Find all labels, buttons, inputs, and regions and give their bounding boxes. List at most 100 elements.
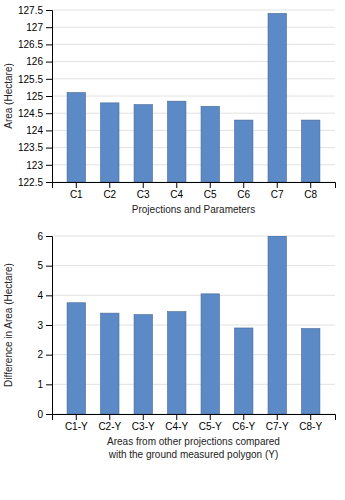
- y-tick-mark: [46, 148, 52, 149]
- x-tick-label: C2-Y: [98, 421, 121, 432]
- x-tick: C1-Y: [65, 414, 88, 432]
- y-tick-label: 123.5: [18, 142, 43, 153]
- y-tick-label: 123: [26, 160, 43, 171]
- y-tick: 4: [37, 290, 52, 301]
- x-axis-title-line: Projections and Parameters: [132, 204, 255, 215]
- y-tick: 125: [26, 91, 52, 102]
- grid-line: [52, 96, 335, 97]
- y-tick: 126: [26, 56, 52, 67]
- figure: 122.5123123.5124124.5125125.5126126.5127…: [0, 0, 345, 500]
- bar: [268, 13, 286, 182]
- y-tick: 123.5: [18, 142, 52, 153]
- bars: [67, 13, 320, 182]
- grid: [52, 236, 335, 414]
- grid-line: [52, 78, 335, 79]
- x-tick-label: C3: [137, 189, 150, 200]
- y-tick-label: 5: [37, 260, 43, 271]
- grid: [52, 10, 335, 182]
- grid-line: [52, 325, 335, 326]
- x-tick-label: C1-Y: [65, 421, 88, 432]
- x-tick: C5-Y: [199, 414, 222, 432]
- y-tick-mark: [46, 325, 52, 326]
- y-tick-label: 3: [37, 320, 43, 331]
- y-tick-mark: [46, 96, 52, 97]
- y-tick: 5: [37, 260, 52, 271]
- x-tick-mark: [277, 414, 278, 420]
- y-tick-mark: [46, 44, 52, 45]
- grid-line: [52, 61, 335, 62]
- x-tick: C8-Y: [299, 414, 322, 432]
- y-axis-line: [46, 11, 53, 183]
- bar: [235, 328, 253, 414]
- y-axis: 0123456: [37, 231, 52, 420]
- x-tick: C2: [103, 182, 116, 200]
- y-tick-mark: [46, 165, 52, 166]
- x-tick: C3: [137, 182, 150, 200]
- y-tick: 126.5: [18, 39, 52, 50]
- y-tick-label: 125.5: [18, 74, 43, 85]
- y-tick: 0: [37, 409, 52, 420]
- y-tick: 125.5: [18, 74, 52, 85]
- grid-line: [52, 10, 335, 11]
- y-tick-label: 127.5: [18, 5, 43, 16]
- x-tick-label: C7: [271, 189, 284, 200]
- y-tick-mark: [46, 266, 52, 267]
- y-tick-label: 2: [37, 349, 43, 360]
- grid-line: [52, 384, 335, 385]
- x-tick-mark: [310, 182, 311, 188]
- y-tick-label: 126: [26, 56, 43, 67]
- y-tick: 1: [37, 379, 52, 390]
- grid-line: [52, 27, 335, 28]
- x-axis-line: [53, 415, 336, 421]
- x-tick: C7-Y: [266, 414, 289, 432]
- x-tick-label: C2: [103, 189, 116, 200]
- x-tick-mark: [76, 414, 77, 420]
- y-tick-label: 1: [37, 379, 43, 390]
- y-tick-label: 124: [26, 125, 43, 136]
- x-tick-label: C6: [237, 189, 250, 200]
- x-tick-label: C7-Y: [266, 421, 289, 432]
- y-tick-mark: [46, 130, 52, 131]
- y-tick-label: 122.5: [18, 177, 43, 188]
- x-tick-label: C1: [70, 189, 83, 200]
- y-tick-mark: [46, 27, 52, 28]
- x-axis-title-line: Areas from other projections compared: [107, 436, 280, 447]
- y-tick: 124.5: [18, 108, 52, 119]
- bar: [235, 120, 253, 182]
- bar: [101, 313, 119, 414]
- x-tick: C8: [304, 182, 317, 200]
- y-tick-label: 125: [26, 91, 43, 102]
- bar: [134, 315, 152, 414]
- y-tick-mark: [46, 236, 52, 237]
- x-axis-title: Projections and Parameters: [132, 204, 255, 215]
- grid-line: [52, 164, 335, 165]
- x-axis: C1-Y C2-Y C3-Y C4-Y C5-Y C6-Y C7-Y C8-Y: [53, 414, 336, 432]
- x-tick-mark: [176, 414, 177, 420]
- grid-line: [52, 354, 335, 355]
- x-tick-mark: [243, 182, 244, 188]
- x-tick: C3-Y: [132, 414, 155, 432]
- x-axis-line: [53, 183, 336, 189]
- x-tick-mark: [109, 414, 110, 420]
- bar: [201, 294, 219, 414]
- x-tick-mark: [143, 414, 144, 420]
- y-tick-label: 124.5: [18, 108, 43, 119]
- x-tick-label: C4-Y: [165, 421, 188, 432]
- x-tick-label: C8-Y: [299, 421, 322, 432]
- grid-line: [52, 113, 335, 114]
- grid-line: [52, 147, 335, 148]
- x-tick-label: C4: [170, 189, 183, 200]
- x-tick-mark: [109, 182, 110, 188]
- x-axis: C1 C2 C3 C4 C5 C6 C7 C8: [53, 182, 336, 200]
- x-tick-mark: [277, 182, 278, 188]
- y-tick-mark: [46, 10, 52, 11]
- x-tick-mark: [210, 414, 211, 420]
- x-tick-label: C5-Y: [199, 421, 222, 432]
- y-axis-title: Area (Hectare): [3, 63, 14, 129]
- x-tick: C1: [70, 182, 83, 200]
- x-tick-label: C6-Y: [232, 421, 255, 432]
- grid-line: [52, 236, 335, 237]
- y-tick: 127: [26, 22, 52, 33]
- y-tick-label: 0: [37, 409, 43, 420]
- x-tick: C5: [204, 182, 217, 200]
